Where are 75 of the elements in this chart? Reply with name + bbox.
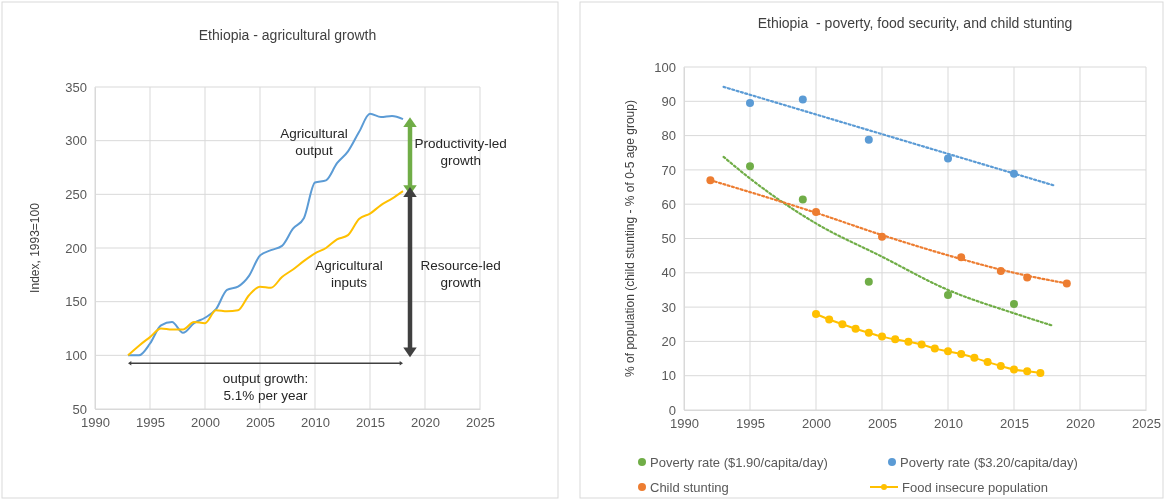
x-tick-label: 2000 <box>802 416 831 432</box>
point <box>917 340 926 349</box>
point <box>878 332 886 341</box>
point <box>957 350 966 359</box>
y-tick-label: 80 <box>661 128 676 144</box>
y-tick-label: 50 <box>661 231 676 247</box>
point <box>1023 367 1032 376</box>
point <box>944 347 952 356</box>
y-axis-title: % of population (child stunting - % of 0-5 age group) <box>623 100 637 377</box>
x-tick-label: 2010 <box>301 415 330 431</box>
x-tick-label: 2025 <box>466 415 495 431</box>
x-tick-label: 2025 <box>1132 416 1161 432</box>
y-tick-label: 350 <box>65 79 87 95</box>
legend-label: Poverty rate ($1.90/capita/day) <box>650 454 828 470</box>
point <box>1010 300 1018 309</box>
x-tick-label: 2020 <box>411 415 440 431</box>
point <box>904 337 913 346</box>
x-tick-label: 2015 <box>356 415 385 431</box>
y-tick-label: 30 <box>661 299 676 315</box>
y-tick-label: 10 <box>661 368 676 384</box>
point <box>825 315 834 324</box>
point <box>746 99 754 108</box>
line-series <box>722 155 1055 328</box>
point <box>891 335 900 344</box>
annotation: output growth: 5.1% per year <box>222 370 309 403</box>
y-tick-label: 250 <box>65 186 87 202</box>
legend-label: Food insecure population <box>902 479 1048 495</box>
legend-label: Poverty rate ($3.20/capita/day) <box>900 454 1078 470</box>
point <box>798 195 807 204</box>
x-tick-label: 2015 <box>1000 416 1029 432</box>
x-tick-label: 2005 <box>868 416 897 432</box>
x-tick-label: 1990 <box>81 415 110 431</box>
y-tick-label: 90 <box>661 93 676 109</box>
y-tick-label: 0 <box>668 402 676 418</box>
y-tick-label: 150 <box>65 294 87 310</box>
y-tick-label: 100 <box>65 347 87 363</box>
point <box>970 353 979 362</box>
y-tick-label: 70 <box>661 162 676 178</box>
y-tick-label: 100 <box>654 59 676 75</box>
y-tick-label: 40 <box>661 265 676 281</box>
x-tick-label: 2005 <box>246 415 275 431</box>
x-tick-label: 1990 <box>670 416 699 432</box>
point <box>812 309 820 318</box>
point <box>851 324 860 333</box>
x-tick-label: 2010 <box>934 416 963 432</box>
point <box>864 277 873 286</box>
x-tick-label: 2000 <box>191 415 220 431</box>
annotation: Agricultural output <box>280 125 348 158</box>
annotation: Agricultural inputs <box>315 257 383 290</box>
annotation: Resource-led growth <box>420 257 501 290</box>
y-tick-label: 60 <box>661 196 676 212</box>
chart-title: Ethiopia - agricultural growth <box>198 27 377 43</box>
point <box>930 344 939 353</box>
y-tick-label: 50 <box>72 401 87 417</box>
legend-label: Child stunting <box>650 479 729 495</box>
point <box>838 320 847 329</box>
point <box>864 135 873 144</box>
y-tick-label: 300 <box>65 133 87 149</box>
point <box>1010 365 1018 374</box>
annotation: Productivity-led growth <box>414 135 507 168</box>
y-tick-label: 200 <box>65 240 87 256</box>
y-tick-label: 20 <box>661 334 676 350</box>
y-axis-title: Index, 1993=100 <box>28 202 42 293</box>
point <box>983 357 992 366</box>
point <box>944 154 952 163</box>
x-tick-label: 2020 <box>1066 416 1095 432</box>
point <box>996 362 1005 371</box>
point <box>944 291 952 300</box>
x-tick-label: 1995 <box>736 416 765 432</box>
chart-title: Ethiopia - poverty, food security, and child stunting <box>757 15 1073 31</box>
point <box>798 95 807 104</box>
point <box>864 328 873 337</box>
x-tick-label: 1995 <box>136 415 165 431</box>
point <box>746 162 754 171</box>
point <box>1036 368 1045 377</box>
